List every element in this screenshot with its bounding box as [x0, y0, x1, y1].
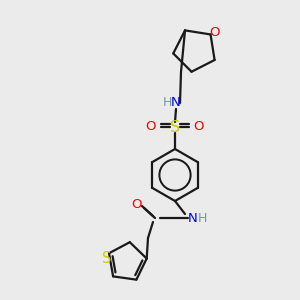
- Text: N: N: [171, 97, 181, 110]
- Text: H: H: [197, 212, 207, 224]
- Text: H: H: [162, 97, 172, 110]
- Text: O: O: [209, 26, 220, 39]
- Text: O: O: [194, 121, 204, 134]
- Text: N: N: [188, 212, 198, 224]
- Text: S: S: [102, 251, 112, 266]
- Text: S: S: [170, 119, 180, 134]
- Text: O: O: [131, 197, 141, 211]
- Text: O: O: [146, 121, 156, 134]
